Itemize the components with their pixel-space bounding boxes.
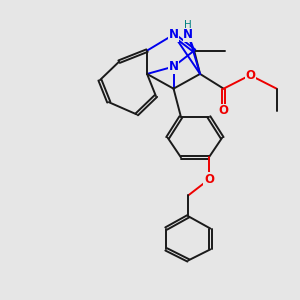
Text: O: O — [245, 69, 255, 82]
Text: N: N — [169, 28, 178, 41]
Text: O: O — [219, 104, 229, 117]
Text: N: N — [169, 60, 178, 73]
Text: N: N — [183, 28, 193, 41]
Text: O: O — [204, 173, 214, 186]
Text: H: H — [184, 20, 192, 30]
